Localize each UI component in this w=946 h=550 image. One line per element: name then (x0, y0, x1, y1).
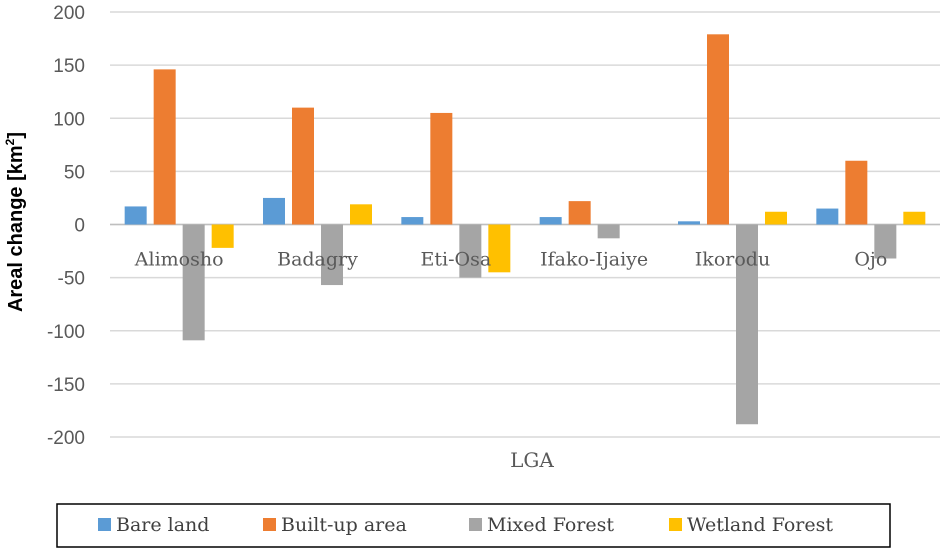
bar (263, 197, 285, 225)
legend-label: Built-up area (281, 514, 407, 536)
bar (765, 211, 787, 225)
bar (707, 34, 729, 225)
bar (182, 224, 205, 341)
bar (597, 224, 620, 239)
bar (153, 69, 176, 225)
bar (430, 112, 453, 225)
y-tick-label: 50 (64, 162, 85, 183)
bar (568, 201, 591, 225)
legend-swatch (98, 518, 111, 531)
y-axis-label-main: Areal change [km (5, 145, 27, 312)
legend-swatch (263, 518, 276, 531)
y-axis-label-end: ] (5, 132, 27, 139)
category-label: Ojo (854, 249, 887, 271)
category-label: Badagry (277, 249, 358, 271)
category-labels: Alimosho Badagry Eti-Osa Ifako-Ijaiye Ikorod… (134, 249, 888, 271)
bar (292, 107, 314, 225)
y-axis-label-sup: 2 (3, 138, 17, 145)
bar (401, 217, 424, 225)
bar (350, 204, 372, 225)
legend-label: Wetland Forest (687, 514, 833, 536)
y-tick-label: -150 (47, 375, 85, 396)
legend-swatch (669, 518, 682, 531)
bar (539, 217, 562, 225)
category-label: Ikorodu (695, 249, 770, 271)
bar (459, 224, 482, 278)
bar (678, 221, 700, 225)
bar (736, 224, 758, 425)
y-tick-label: 150 (53, 56, 85, 77)
bar (874, 224, 897, 259)
y-tick-label: 200 (53, 3, 85, 24)
bar (488, 224, 511, 273)
category-label: Ifako-Ijaiye (540, 249, 648, 271)
gridlines (110, 11, 940, 438)
y-axis-ticks: 200 150 100 50 0 -50 -100 -150 -200 (47, 3, 85, 449)
y-tick-label: -50 (58, 269, 85, 290)
y-axis-label: Areal change [km2] (3, 132, 27, 312)
category-label: Eti-Osa (421, 249, 492, 271)
legend-swatch (469, 518, 482, 531)
x-axis-label: LGA (510, 448, 554, 472)
bar (124, 206, 147, 225)
bar (903, 211, 926, 225)
y-tick-label: 0 (74, 216, 85, 237)
bar (816, 208, 839, 225)
bar (211, 224, 234, 248)
legend-label: Mixed Forest (487, 514, 614, 536)
bars (124, 34, 926, 425)
category-label: Alimosho (134, 249, 224, 271)
y-tick-label: -200 (47, 428, 85, 449)
legend: Bare land Built-up area Mixed Forest Wetlan… (98, 514, 833, 536)
y-tick-label: 100 (53, 109, 85, 130)
bar (321, 224, 343, 286)
y-tick-label: -100 (47, 322, 85, 343)
legend-label: Bare land (116, 514, 209, 536)
bar (845, 160, 868, 225)
